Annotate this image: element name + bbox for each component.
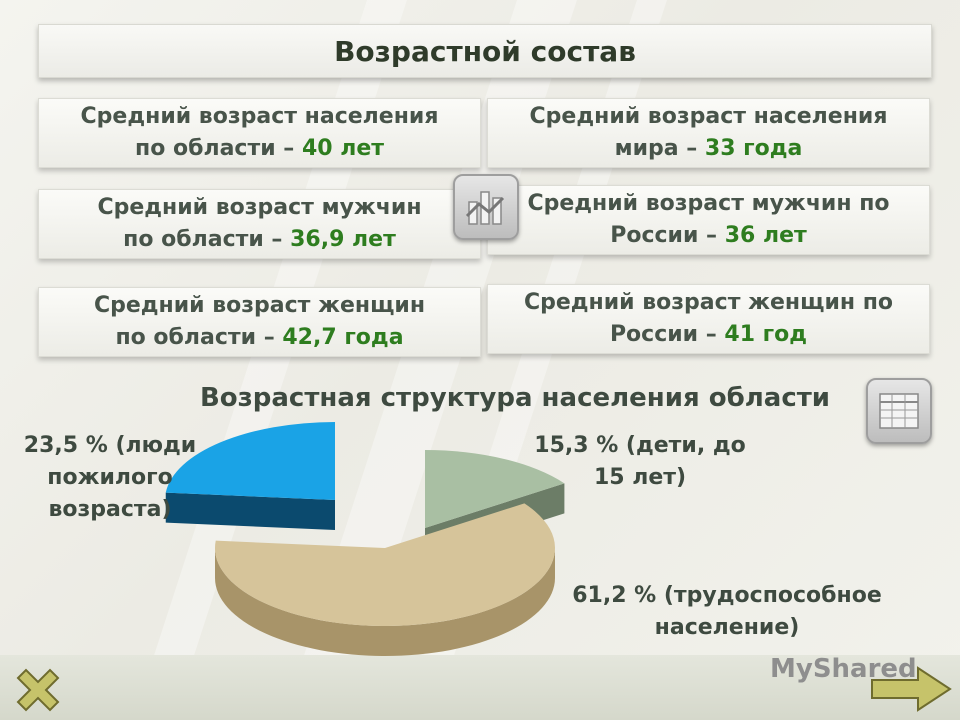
stat-value: 36 лет bbox=[724, 223, 807, 248]
pie-label-children: 15,3 % (дети, до 15 лет) bbox=[534, 433, 746, 490]
stat-prefix: по области – bbox=[115, 325, 283, 350]
pie-slice-working-side bbox=[215, 548, 555, 656]
pie-slice-elderly-top bbox=[165, 422, 335, 500]
table-icon bbox=[879, 393, 919, 429]
stat-line: Средний возраст женщин по bbox=[523, 290, 894, 315]
stat-line: Средний возраст населения bbox=[80, 104, 439, 129]
pie-label-elderly: 23,5 % (люди пожилого возраста) bbox=[23, 433, 197, 522]
stat-prefix: по области – bbox=[123, 227, 291, 252]
pie-slice-elderly-face bbox=[165, 492, 335, 530]
pie-label-working: 61,2 % (трудоспособное население) bbox=[572, 583, 882, 640]
stat-value: 41 год bbox=[724, 322, 808, 347]
stat-prefix: России – bbox=[610, 223, 725, 248]
pie-slice-working bbox=[215, 503, 555, 656]
stat-prefix: по области – bbox=[135, 136, 302, 161]
stat-line: Средний возраст женщин bbox=[93, 293, 426, 318]
pie-slice-working-top bbox=[215, 503, 555, 627]
stat-line: Средний возраст мужчин по bbox=[527, 191, 890, 216]
pie-slice-children-top bbox=[425, 450, 565, 528]
stat-region-men-age: Средний возраст мужчин по области – 36,9… bbox=[38, 189, 481, 259]
chart-title: Возрастная структура населения области bbox=[199, 383, 831, 413]
stat-world-avg-age: Средний возраст населения мира – 33 года bbox=[487, 98, 930, 168]
stat-region-women-age: Средний возраст женщин по области – 42,7… bbox=[38, 287, 481, 357]
stat-value: 36,9 лет bbox=[290, 227, 396, 252]
stat-prefix: России – bbox=[609, 322, 725, 347]
stat-value: 33 года bbox=[704, 136, 803, 161]
chart-icon-button[interactable] bbox=[453, 174, 519, 240]
stat-value: 42,7 года bbox=[282, 325, 404, 350]
stat-region-avg-age: Средний возраст населения по области – 4… bbox=[38, 98, 481, 168]
slide-title: Возрастной состав bbox=[38, 24, 932, 78]
next-arrow-icon[interactable] bbox=[866, 664, 956, 714]
stat-line: Средний возраст населения bbox=[529, 104, 888, 129]
stat-value: 40 лет bbox=[301, 136, 384, 161]
stat-russia-men-age: Средний возраст мужчин по России – 36 ле… bbox=[487, 185, 930, 255]
table-icon-button[interactable] bbox=[866, 378, 932, 444]
close-icon[interactable] bbox=[8, 660, 68, 720]
stat-line: Средний возраст мужчин bbox=[97, 195, 422, 220]
stat-russia-women-age: Средний возраст женщин по России – 41 го… bbox=[487, 284, 930, 354]
pie-slice-elderly bbox=[165, 422, 335, 530]
bar-chart-icon bbox=[465, 191, 505, 225]
stat-prefix: мира – bbox=[614, 136, 705, 161]
